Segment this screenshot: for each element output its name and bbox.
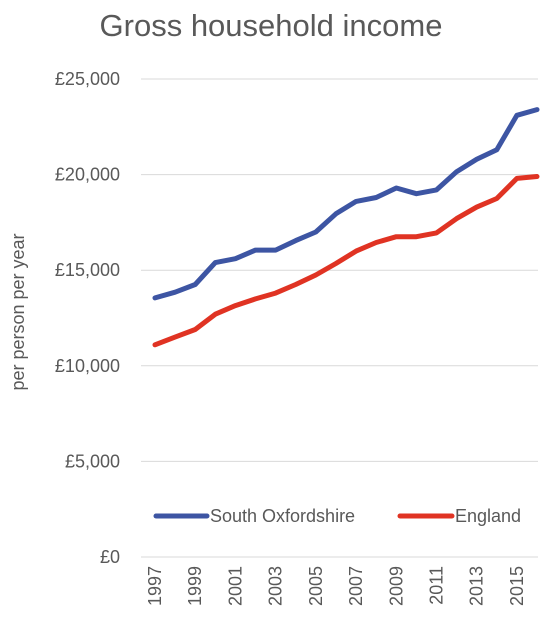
series-line-england xyxy=(152,174,540,348)
y-tick-label: £10,000 xyxy=(55,356,120,376)
legend-label: South Oxfordshire xyxy=(210,506,355,526)
x-tick-label: 2015 xyxy=(507,566,527,606)
x-tick-label: 2013 xyxy=(467,566,487,606)
x-tick-label: 2011 xyxy=(426,566,446,605)
chart-title: Gross household income xyxy=(99,8,443,43)
y-axis-ticks: £0 £5,000 £10,000 £15,000 £20,000 £25,000 xyxy=(55,69,120,567)
x-tick-label: 2009 xyxy=(386,566,406,606)
x-tick-label: 1997 xyxy=(145,566,165,606)
x-tick-label: 2007 xyxy=(346,566,366,606)
series-lines xyxy=(152,107,540,348)
x-tick-label: 2003 xyxy=(266,566,286,606)
y-tick-label: £5,000 xyxy=(65,451,120,471)
y-tick-label: £0 xyxy=(100,547,120,567)
y-tick-label: £15,000 xyxy=(55,260,120,280)
x-tick-label: 2005 xyxy=(306,566,326,606)
series-line-south-oxfordshire xyxy=(152,107,540,301)
x-tick-label: 2001 xyxy=(225,566,245,606)
y-axis-label: per person per year xyxy=(8,233,28,390)
legend: South Oxfordshire England xyxy=(153,506,521,526)
gridlines xyxy=(141,78,538,558)
y-tick-label: £25,000 xyxy=(55,69,120,89)
y-tick-label: £20,000 xyxy=(55,165,120,185)
x-axis-ticks: 1997 1999 2001 2003 2005 2007 2009 2011 2013 2015 xyxy=(145,566,527,606)
x-tick-label: 1999 xyxy=(185,566,205,606)
legend-label: England xyxy=(455,506,521,526)
